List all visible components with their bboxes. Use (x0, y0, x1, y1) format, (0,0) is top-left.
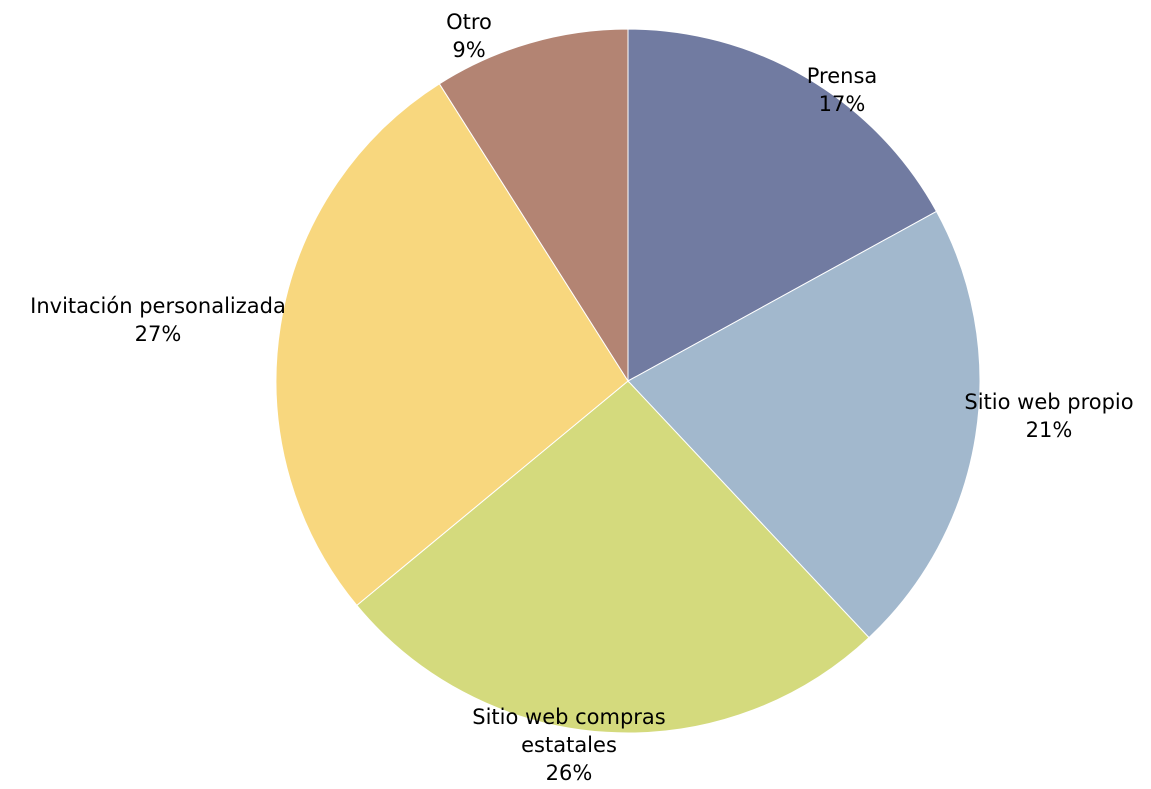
label-prensa-pct: 17% (818, 92, 866, 116)
label-compras-line1: Sitio web compras (472, 705, 666, 729)
label-sitio-web-propio: Sitio web propio 21% (964, 388, 1133, 444)
label-prensa: Prensa 17% (807, 62, 878, 118)
label-compras-pct: 26% (545, 761, 593, 785)
label-invitacion-name: Invitación personalizada (30, 294, 286, 318)
pie-slice-sitio-web-compras-estatales (356, 380, 870, 734)
label-invitacion-personalizada: Invitación personalizada 27% (30, 292, 286, 348)
label-prensa-name: Prensa (806, 64, 878, 88)
label-compras-line2: estatales (521, 733, 617, 757)
label-invitacion-pct: 27% (134, 322, 182, 346)
pie-slice-sitio-web-propio (627, 210, 981, 639)
label-sitio-web-propio-name: Sitio web propio (964, 390, 1134, 414)
label-otro: Otro 9% (446, 8, 492, 64)
label-sitio-web-compras-estatales: Sitio web compras estatales 26% (472, 703, 665, 787)
pie-slice-otro (438, 28, 629, 383)
label-sitio-web-propio-pct: 21% (1025, 418, 1073, 442)
pie-slice-prensa (627, 28, 938, 382)
label-otro-name: Otro (446, 10, 492, 34)
pie-slice-invitacion-personalizada (275, 83, 629, 607)
label-otro-pct: 9% (452, 38, 486, 62)
